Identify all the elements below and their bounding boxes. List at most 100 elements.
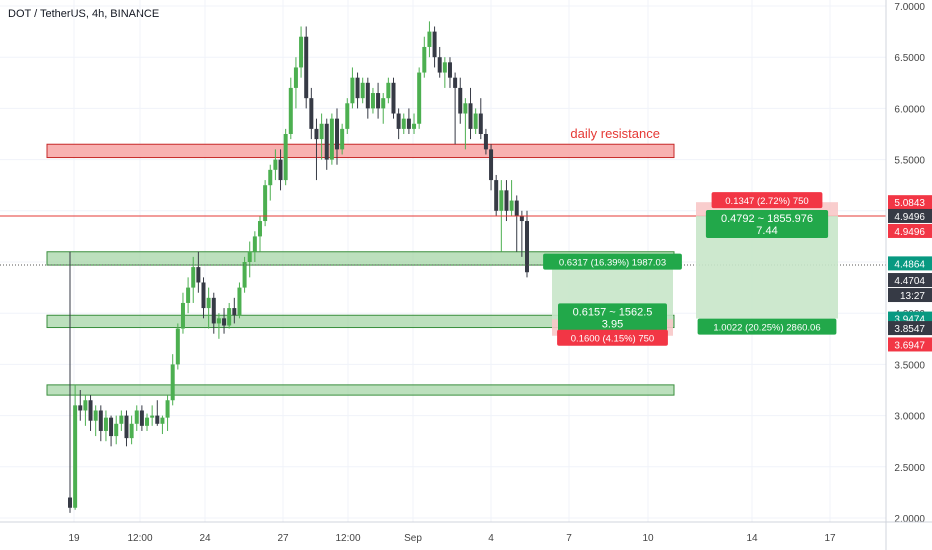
candle[interactable] (355, 77, 360, 99)
candle[interactable] (160, 417, 165, 424)
candle[interactable] (299, 36, 304, 68)
candle[interactable] (145, 417, 150, 426)
candle[interactable] (468, 103, 473, 129)
candle[interactable] (447, 62, 452, 78)
candle[interactable] (396, 113, 401, 129)
candle[interactable] (283, 134, 288, 181)
candle[interactable] (134, 410, 139, 424)
candle[interactable] (432, 31, 437, 58)
candle[interactable] (150, 415, 155, 418)
candle[interactable] (453, 77, 458, 88)
candle[interactable] (422, 46, 427, 73)
candle[interactable] (293, 67, 298, 88)
candle[interactable] (129, 423, 134, 439)
candle[interactable] (196, 267, 201, 283)
candle[interactable] (73, 405, 78, 508)
candle[interactable] (427, 31, 432, 47)
candle[interactable] (206, 297, 211, 309)
candle[interactable] (504, 190, 509, 211)
candle[interactable] (494, 180, 499, 211)
candle[interactable] (180, 302, 185, 329)
candle[interactable] (499, 190, 504, 211)
candle[interactable] (483, 134, 488, 150)
candle[interactable] (247, 251, 252, 262)
candle[interactable] (242, 262, 247, 288)
candle[interactable] (288, 87, 293, 134)
candle[interactable] (406, 118, 411, 129)
candle[interactable] (227, 308, 232, 326)
candle[interactable] (88, 400, 93, 421)
candle[interactable] (237, 287, 242, 316)
candle[interactable] (309, 98, 314, 129)
candle[interactable] (489, 149, 494, 181)
candle[interactable] (350, 77, 355, 104)
candle[interactable] (98, 410, 103, 431)
candle[interactable] (319, 123, 324, 140)
candle[interactable] (222, 318, 227, 326)
candle[interactable] (360, 82, 365, 99)
candle[interactable] (114, 423, 119, 437)
candle[interactable] (386, 82, 391, 99)
candle[interactable] (268, 169, 273, 186)
candle[interactable] (119, 415, 124, 424)
price-label-bg (888, 288, 932, 303)
candle[interactable] (324, 123, 329, 160)
axis-settings-icon[interactable] (892, 531, 922, 547)
candle[interactable] (232, 308, 237, 316)
candle[interactable] (458, 87, 463, 114)
candle[interactable] (257, 221, 262, 237)
position-label-bg (705, 209, 829, 238)
candle[interactable] (412, 123, 417, 129)
candle[interactable] (201, 282, 206, 309)
candle[interactable] (68, 497, 72, 508)
candle[interactable] (124, 415, 129, 439)
candle[interactable] (442, 62, 447, 73)
candle[interactable] (509, 200, 514, 211)
candle[interactable] (340, 128, 345, 150)
price-label-bg (888, 337, 932, 352)
candle[interactable] (103, 417, 108, 431)
candle[interactable] (478, 113, 483, 134)
candle[interactable] (93, 410, 98, 421)
resistance-zone[interactable] (46, 143, 675, 159)
candle[interactable] (155, 415, 160, 424)
candle[interactable] (381, 98, 386, 109)
candle[interactable] (139, 410, 144, 426)
candle[interactable] (463, 103, 468, 114)
candle[interactable] (335, 118, 340, 150)
candle[interactable] (191, 267, 196, 288)
candle[interactable] (83, 400, 88, 411)
candle[interactable] (401, 118, 406, 129)
candle[interactable] (273, 159, 278, 170)
candle[interactable] (278, 159, 283, 181)
candle[interactable] (314, 128, 319, 140)
candle[interactable] (216, 318, 221, 324)
candle[interactable] (473, 113, 478, 129)
candle[interactable] (304, 36, 309, 99)
candle[interactable] (109, 417, 114, 437)
price-label: 4.4864 (894, 259, 925, 270)
support-zone[interactable] (46, 384, 675, 396)
price-label-bg (888, 321, 932, 336)
candle[interactable] (437, 57, 442, 73)
candle[interactable] (170, 364, 175, 401)
candle[interactable] (165, 400, 170, 418)
candle[interactable] (252, 236, 257, 252)
candle[interactable] (376, 93, 381, 109)
price-label-bg (888, 208, 932, 223)
candle[interactable] (175, 328, 180, 365)
candle[interactable] (514, 200, 519, 216)
candle[interactable] (417, 72, 422, 124)
candle[interactable] (525, 221, 529, 273)
candle[interactable] (345, 103, 350, 129)
candle[interactable] (263, 185, 268, 222)
candle[interactable] (519, 215, 524, 222)
candle[interactable] (78, 405, 83, 411)
candle[interactable] (365, 82, 370, 109)
candle[interactable] (329, 118, 334, 160)
candle[interactable] (370, 93, 375, 109)
candle[interactable] (391, 82, 396, 114)
candle[interactable] (186, 287, 191, 303)
candle[interactable] (211, 297, 216, 324)
